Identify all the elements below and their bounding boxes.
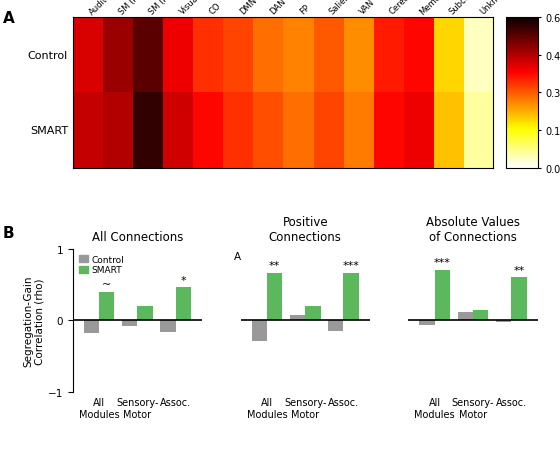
- Text: ~: ~: [102, 279, 111, 289]
- Bar: [343, 273, 359, 321]
- Bar: [435, 271, 450, 321]
- Text: Association Cortex: Association Cortex: [234, 251, 332, 261]
- Bar: [496, 321, 511, 322]
- Bar: [419, 321, 435, 326]
- Bar: [473, 311, 488, 321]
- Title: All Connections: All Connections: [92, 231, 183, 244]
- Text: ***: ***: [343, 261, 360, 271]
- Bar: [458, 312, 473, 321]
- Bar: [122, 321, 137, 327]
- Text: Sensory-Motor: Sensory-Motor: [95, 251, 171, 261]
- Title: Absolute Values
of Connections: Absolute Values of Connections: [426, 216, 520, 244]
- Bar: [137, 306, 153, 321]
- Text: B: B: [3, 226, 15, 240]
- Bar: [84, 321, 99, 334]
- Text: Other: Other: [418, 251, 448, 261]
- Bar: [99, 292, 114, 321]
- Text: ***: ***: [434, 258, 451, 268]
- Bar: [176, 288, 191, 321]
- Text: *: *: [180, 275, 186, 285]
- Bar: [328, 321, 343, 331]
- Bar: [267, 273, 282, 321]
- Bar: [251, 321, 267, 341]
- Y-axis label: Segregation-Gain
Correlation (rho): Segregation-Gain Correlation (rho): [24, 275, 45, 366]
- Bar: [511, 278, 526, 321]
- Bar: [305, 306, 320, 321]
- Bar: [160, 321, 176, 332]
- Text: **: **: [269, 261, 280, 271]
- Legend: Control, SMART: Control, SMART: [77, 253, 127, 276]
- Title: Positive
Connections: Positive Connections: [269, 216, 342, 244]
- Bar: [290, 315, 305, 321]
- Text: **: **: [514, 265, 525, 275]
- Text: A: A: [3, 11, 15, 26]
